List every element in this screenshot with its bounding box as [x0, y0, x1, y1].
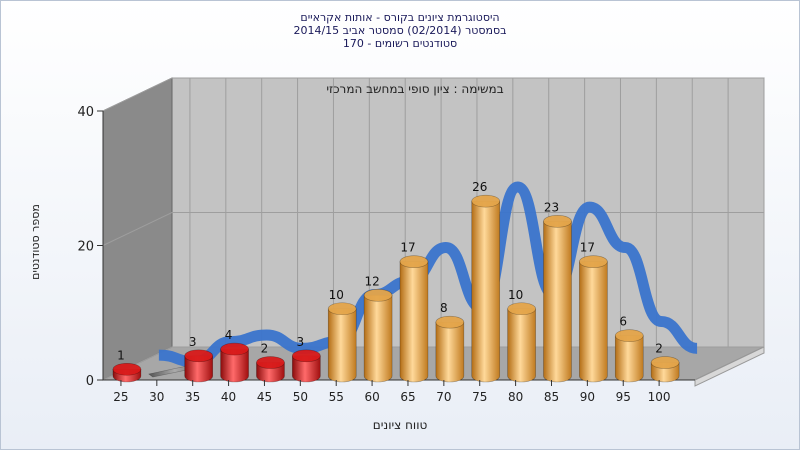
density-curve — [158, 181, 699, 368]
bar — [220, 342, 249, 383]
bar — [184, 349, 213, 383]
bar — [112, 362, 142, 383]
x-tick-label: 85 — [544, 390, 559, 404]
x-tick-label: 65 — [400, 390, 415, 404]
chart-title-line-1: היסטוגרמת ציונים בקורס - אותות אקראיים — [300, 11, 500, 24]
bar-value-label: 17 — [400, 241, 415, 255]
bar — [399, 255, 429, 383]
x-tick-label: 45 — [257, 390, 272, 404]
y-tick-label: 0 — [86, 374, 94, 389]
bar — [363, 288, 393, 383]
x-tick-label: 90 — [580, 390, 595, 404]
x-tick-label: 75 — [472, 390, 487, 404]
bar-value-label: 10 — [329, 288, 344, 302]
x-tick-label: 40 — [221, 390, 236, 404]
bar — [435, 315, 465, 383]
x-tick-label: 95 — [616, 390, 631, 404]
grid-line-horizontal — [102, 212, 764, 246]
chart-title-line-2: בסמסטר (02/2014) סמסטר אביב 2014/15 — [293, 24, 507, 37]
x-tick-label: 25 — [113, 390, 128, 404]
x-tick-label: 80 — [508, 390, 523, 404]
bar — [579, 255, 608, 383]
bar — [471, 194, 501, 383]
bar-value-label: 2 — [655, 342, 663, 356]
bar-value-label: 3 — [297, 335, 305, 349]
bar-value-label: 1 — [117, 348, 125, 362]
bar-value-label: 2 — [261, 342, 269, 356]
bar-value-label: 12 — [364, 274, 379, 288]
bar-value-label: 8 — [440, 301, 448, 315]
bar-value-label: 6 — [619, 315, 627, 329]
x-tick-label: 50 — [293, 390, 308, 404]
bar — [614, 329, 644, 383]
bar-value-label: 3 — [189, 335, 197, 349]
x-tick-label: 100 — [648, 390, 671, 404]
bar-value-label: 17 — [580, 241, 595, 255]
floor-edge — [694, 346, 765, 387]
x-tick-label: 30 — [149, 390, 164, 404]
bar — [650, 356, 680, 383]
bar-value-label: 10 — [508, 288, 523, 302]
chart-annotation: במשימה : ציון סופי במחשב המרכזי — [326, 82, 504, 96]
grid-line-horizontal — [102, 77, 764, 112]
bar — [507, 302, 536, 383]
bar — [292, 349, 321, 383]
bar — [327, 302, 357, 383]
y-tick-label: 20 — [77, 240, 94, 255]
x-tick-label: 70 — [436, 390, 451, 404]
x-axis-label: טווח ציונים — [372, 418, 428, 432]
bar-value-label: 4 — [225, 328, 233, 342]
bar — [543, 215, 572, 383]
y-tick-label: 40 — [77, 105, 94, 120]
x-tick-label: 55 — [329, 390, 344, 404]
y-axis-label: מספר סטודנטים — [29, 204, 42, 280]
bar-value-label: 26 — [472, 180, 487, 194]
x-tick-label: 35 — [185, 390, 200, 404]
x-tick-label: 60 — [364, 390, 379, 404]
chart-title-line-3: סטודנטים רשומים - 170 — [342, 37, 458, 50]
bar-value-label: 23 — [544, 200, 559, 214]
bar — [256, 356, 285, 383]
